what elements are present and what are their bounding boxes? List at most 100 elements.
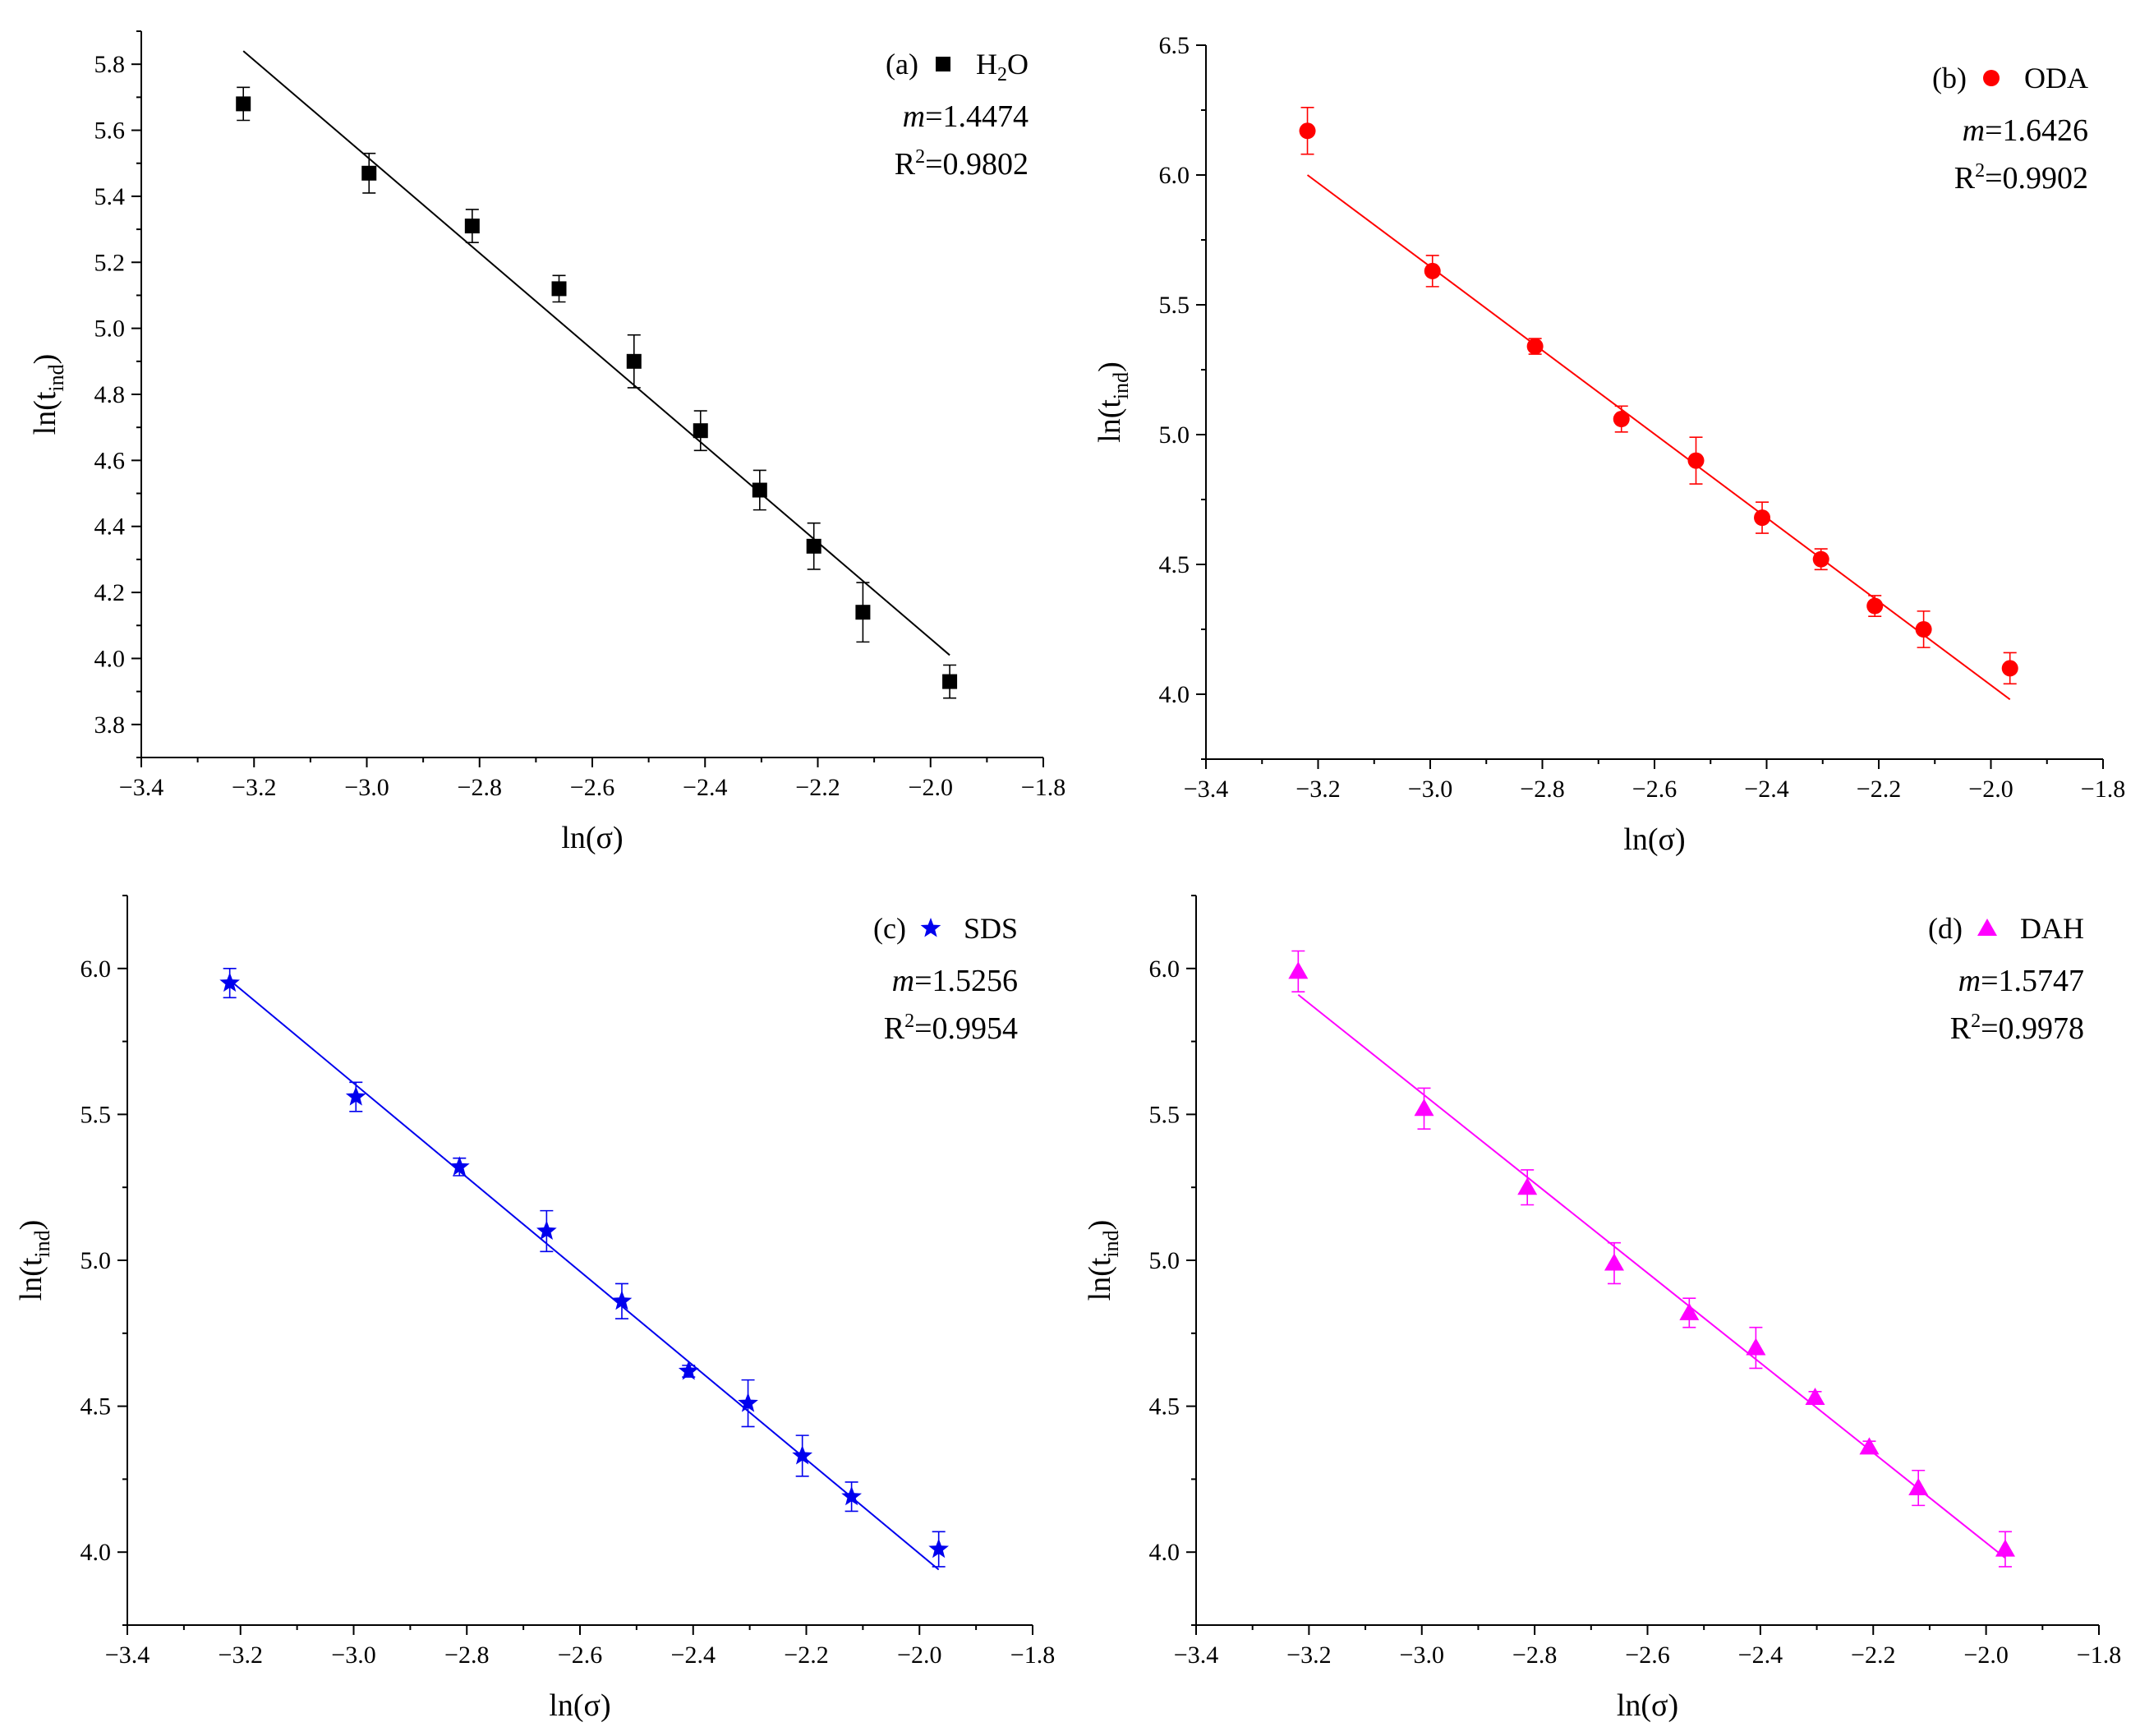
data-point xyxy=(792,1445,812,1465)
x-tick-label: −1.8 xyxy=(1021,774,1065,801)
legend-marker xyxy=(936,57,950,71)
axes-frame xyxy=(140,31,1043,758)
y-tick-label: 5.0 xyxy=(1149,1247,1180,1274)
data-point xyxy=(928,1538,949,1559)
r-squared-annotation: R2=0.9978 xyxy=(1950,1011,2084,1046)
data-point xyxy=(1812,550,1829,568)
legend-series-name: H2O xyxy=(976,48,1029,85)
y-tick-label: 5.6 xyxy=(94,117,126,145)
y-tick-label: 5.2 xyxy=(94,249,126,276)
data-point xyxy=(678,1361,699,1380)
panel-label: (a) xyxy=(886,48,918,81)
y-axis-label: ln(tind) xyxy=(1083,1220,1123,1301)
x-tick-label: −3.0 xyxy=(344,774,389,801)
legend-marker xyxy=(1983,70,2000,86)
x-tick-label: −2.0 xyxy=(897,1642,941,1669)
data-point xyxy=(536,1220,557,1240)
axes-frame xyxy=(127,896,1033,1626)
data-point xyxy=(1604,1253,1624,1271)
legend-series-name: ODA xyxy=(2024,62,2088,94)
y-axis-label: ln(tind) xyxy=(1093,361,1133,443)
x-tick-label: −2.6 xyxy=(558,1642,602,1669)
data-point xyxy=(806,538,821,554)
x-axis-label: ln(σ) xyxy=(1617,1688,1678,1723)
legend-series-name: SDS xyxy=(964,912,1018,945)
x-tick-label: −3.2 xyxy=(232,774,276,801)
x-tick-label: −2.6 xyxy=(1632,776,1677,803)
x-tick-label: −3.4 xyxy=(1174,1642,1218,1669)
x-tick-label: −3.2 xyxy=(1296,776,1340,803)
y-tick-label: 6.0 xyxy=(81,955,112,983)
x-tick-label: −3.0 xyxy=(1408,776,1452,803)
data-point xyxy=(693,423,708,439)
x-tick-label: −2.0 xyxy=(1968,776,2013,803)
x-tick-label: −3.4 xyxy=(105,1642,150,1669)
data-point xyxy=(1908,1478,1929,1496)
y-tick-label: 5.0 xyxy=(81,1247,112,1274)
y-tick-label: 3.8 xyxy=(94,711,126,739)
y-tick-label: 5.5 xyxy=(1159,292,1190,319)
y-tick-label: 4.0 xyxy=(1159,681,1190,708)
panel-label: (b) xyxy=(1932,62,1967,94)
y-tick-label: 6.5 xyxy=(1159,32,1190,59)
y-tick-label: 4.0 xyxy=(94,645,126,672)
y-tick-label: 6.0 xyxy=(1149,955,1180,983)
y-tick-label: 4.5 xyxy=(1159,551,1190,578)
r-squared-annotation: R2=0.9802 xyxy=(895,146,1029,182)
data-point xyxy=(449,1156,470,1176)
chart-panel-d: −3.4 −3.2 −3.0 −2.8 −2.6 −2.4 −2.2 −2.0 −1.8 4.0 4… xyxy=(1083,895,2121,1723)
x-tick-label: −3.0 xyxy=(1400,1642,1444,1669)
y-axis-label: ln(tind) xyxy=(14,1220,54,1301)
data-point xyxy=(219,972,240,992)
x-tick-label: −2.2 xyxy=(1857,776,1901,803)
data-point xyxy=(2001,660,2018,677)
panel-label: (d) xyxy=(1928,912,1963,945)
x-tick-label: −2.2 xyxy=(1851,1642,1895,1669)
x-tick-label: −2.8 xyxy=(458,774,502,801)
data-point xyxy=(1288,961,1309,979)
data-point xyxy=(1746,1338,1766,1356)
axes-frame xyxy=(1205,45,2103,760)
data-point xyxy=(841,1485,862,1506)
slope-annotation: m=1.5256 xyxy=(892,964,1018,998)
x-tick-label: −2.0 xyxy=(909,774,953,801)
chart-panel-c: −3.4 −3.2 −3.0 −2.8 −2.6 −2.4 −2.2 −2.0 −1.8 4.0 4… xyxy=(14,895,1055,1723)
data-point xyxy=(1859,1437,1880,1455)
slope-annotation: m=1.6426 xyxy=(1963,113,2088,148)
data-point xyxy=(361,165,377,181)
y-tick-label: 4.0 xyxy=(81,1539,112,1566)
y-tick-label: 5.4 xyxy=(94,183,126,210)
data-point xyxy=(236,96,251,112)
y-axis-label: ln(tind) xyxy=(28,354,68,435)
data-point xyxy=(1995,1539,2015,1557)
data-point xyxy=(1526,338,1544,355)
x-tick-label: −3.2 xyxy=(219,1642,263,1669)
data-point xyxy=(345,1086,366,1106)
x-tick-label: −2.4 xyxy=(683,774,727,801)
x-tick-label: −2.0 xyxy=(1963,1642,2008,1669)
y-tick-label: 4.4 xyxy=(94,513,126,541)
data-point xyxy=(1866,597,1884,615)
data-point xyxy=(738,1393,758,1412)
data-point xyxy=(1754,509,1771,527)
slope-annotation: m=1.5747 xyxy=(1958,964,2084,998)
y-tick-label: 4.5 xyxy=(1149,1393,1180,1421)
x-tick-label: −2.8 xyxy=(1512,1642,1557,1669)
data-point xyxy=(611,1290,633,1310)
legend-series-name: DAH xyxy=(2020,912,2084,945)
x-tick-label: −2.2 xyxy=(795,774,840,801)
x-tick-label: −2.4 xyxy=(1744,776,1788,803)
y-tick-label: 5.0 xyxy=(1159,421,1190,449)
y-tick-label: 4.8 xyxy=(94,381,126,408)
x-tick-label: −2.4 xyxy=(671,1642,716,1669)
r-squared-annotation: R2=0.9954 xyxy=(884,1011,1018,1046)
fit-line xyxy=(1306,174,2011,701)
x-tick-label: −2.4 xyxy=(1738,1642,1783,1669)
chart-panel-b: −3.4 −3.2 −3.0 −2.8 −2.6 −2.4 −2.2 −2.0 −1.8 4.0 4… xyxy=(1093,32,2125,857)
x-tick-label: −3.0 xyxy=(331,1642,375,1669)
x-tick-label: −2.8 xyxy=(1520,776,1564,803)
x-tick-label: −1.8 xyxy=(2081,776,2125,803)
x-tick-label: −2.2 xyxy=(784,1642,828,1669)
x-tick-label: −1.8 xyxy=(2077,1642,2121,1669)
